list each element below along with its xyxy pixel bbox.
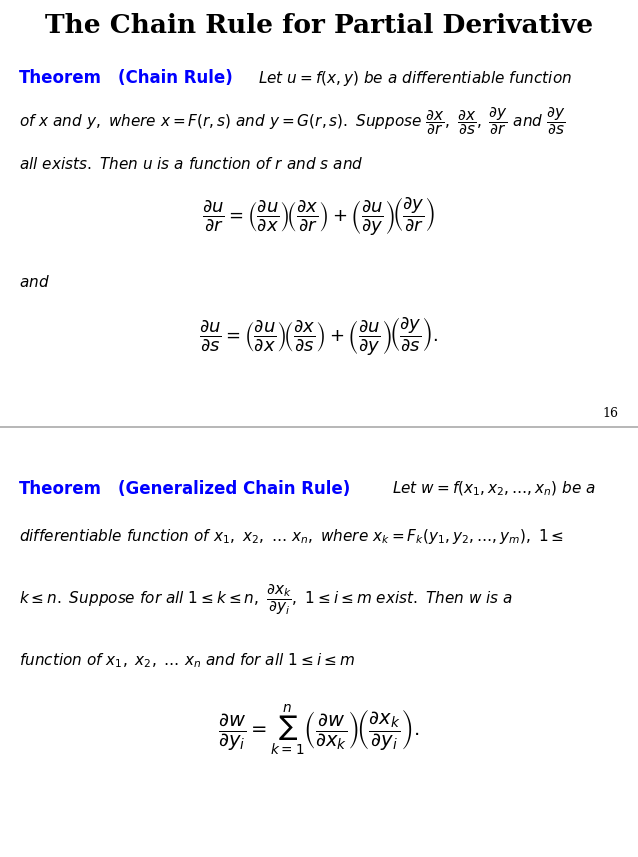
- Text: $\mathit{all\ exists.\ Then}\ u\ \mathit{is\ a\ function\ of}\ r\ \mathit{and}\ : $\mathit{all\ exists.\ Then}\ u\ \mathit…: [19, 156, 364, 172]
- Text: $\mathit{Let}\ w = f(x_1, x_2, \ldots, x_n)\ \mathit{be\ a}$: $\mathit{Let}\ w = f(x_1, x_2, \ldots, x…: [392, 480, 597, 498]
- Text: 16: 16: [603, 407, 619, 420]
- Text: (Generalized Chain Rule): (Generalized Chain Rule): [118, 480, 350, 498]
- Text: $\mathit{differentiable\ function\ of}\ x_1,\ x_2,\ \ldots\ x_n,\ \mathit{where}: $\mathit{differentiable\ function\ of}\ …: [19, 527, 564, 546]
- Text: $\dfrac{\partial w}{\partial y_i} = \sum_{k=1}^{n}\left(\dfrac{\partial w}{\part: $\dfrac{\partial w}{\partial y_i} = \sum…: [218, 703, 420, 758]
- Text: The Chain Rule for Partial Derivative: The Chain Rule for Partial Derivative: [45, 13, 593, 38]
- Text: $\mathit{and}$: $\mathit{and}$: [19, 274, 50, 291]
- Text: $\mathit{function\ of}\ x_1,\ x_2,\ \ldots\ x_n\ \mathit{and\ for\ all}\ 1 \leq : $\mathit{function\ of}\ x_1,\ x_2,\ \ldo…: [19, 651, 355, 670]
- Text: (Chain Rule): (Chain Rule): [118, 69, 233, 87]
- Text: $k \leq n.\ \mathit{Suppose\ for\ all}\ 1 \leq k \leq n,\ \dfrac{\partial x_k}{\: $k \leq n.\ \mathit{Suppose\ for\ all}\ …: [19, 583, 513, 617]
- Text: $\mathit{of\ x\ and\ y,\ where}\ x = F(r,s)\ \mathit{and}\ y = G(r,s).\ \mathit{: $\mathit{of\ x\ and\ y,\ where}\ x = F(r…: [19, 105, 566, 137]
- Text: $\dfrac{\partial u}{\partial s} = \left(\dfrac{\partial u}{\partial x}\right)\!\: $\dfrac{\partial u}{\partial s} = \left(…: [199, 315, 439, 357]
- Text: $\dfrac{\partial u}{\partial r} = \left(\dfrac{\partial u}{\partial x}\right)\!\: $\dfrac{\partial u}{\partial r} = \left(…: [202, 195, 436, 237]
- Text: $\mathit{Let}\ u = f(x, y)\ \mathit{be\ a\ differentiable\ function}$: $\mathit{Let}\ u = f(x, y)\ \mathit{be\ …: [258, 69, 572, 87]
- Text: Theorem: Theorem: [19, 480, 102, 498]
- Text: Theorem: Theorem: [19, 69, 102, 87]
